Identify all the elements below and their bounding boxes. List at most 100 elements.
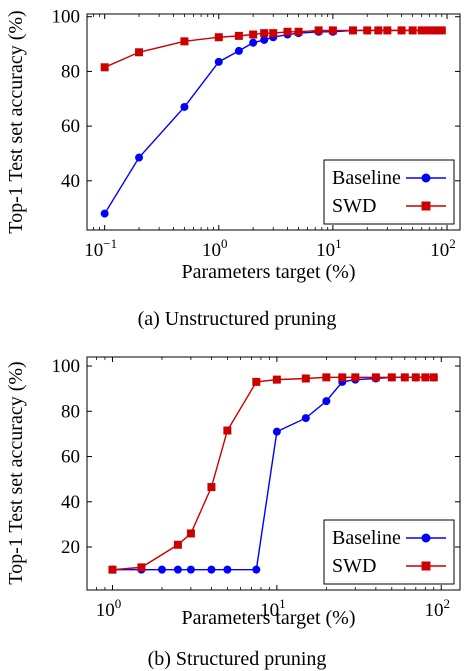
data-point-baseline [252,565,261,574]
x-tick-label: 100 [96,596,122,621]
data-point-swd [363,26,372,35]
data-point-swd [351,373,360,382]
caption-a: (a) Unstructured pruning [137,308,337,330]
x-tick-exponent: 1 [335,236,342,251]
caption-b: (b) Structured pruning [147,648,327,670]
data-point-baseline [173,565,182,574]
data-point-swd [322,373,331,382]
data-point-swd [314,26,323,35]
plot-frame [86,356,461,591]
x-tick-label: 102 [430,236,456,261]
data-point-swd [421,373,430,382]
data-point-swd [301,374,310,383]
data-point-swd [260,29,269,38]
data-point-baseline [260,35,269,44]
data-point-swd [408,26,417,35]
data-point-swd [100,63,109,72]
legend-swatch-marker [421,561,431,571]
data-point-swd [383,26,392,35]
x-tick-label: 101 [260,596,286,621]
data-point-swd [272,375,281,384]
y-tick-label: 80 [61,401,80,422]
x-tick-exponent: 2 [449,236,456,251]
data-point-swd [214,33,223,42]
x-tick-exponent: 2 [444,596,451,611]
legend: Baseline SWD [323,159,455,225]
y-tick-label: 80 [61,61,80,82]
data-point-swd [387,373,396,382]
data-point-baseline [322,397,331,406]
x-tick-exponent: −1 [103,236,117,251]
data-point-swd [371,373,380,382]
data-point-swd [437,26,446,35]
x-tick-label: 101 [316,236,342,261]
data-point-swd [374,26,383,35]
legend-label-swd: SWD [332,555,376,577]
data-point-swd [348,26,357,35]
x-tick-base: 10 [96,600,115,621]
y-tick-label: 20 [61,537,80,558]
y-tick-label: 100 [52,7,81,28]
legend-box [323,159,455,225]
data-point-swd [223,426,232,435]
data-point-swd [108,565,117,574]
data-point-baseline [207,565,216,574]
data-point-baseline [180,102,189,111]
y-axis-label: Top-1 Test set accuracy (%) [5,10,27,233]
data-point-baseline [223,565,232,574]
x-tick-exponent: 0 [115,596,122,611]
data-point-baseline [214,57,223,66]
x-tick-base: 10 [260,600,279,621]
data-point-baseline [135,153,144,162]
data-point-swd [429,373,438,382]
x-tick-label: 102 [425,596,451,621]
data-point-swd [294,27,303,36]
legend-label-swd: SWD [332,195,376,217]
y-tick-label: 60 [61,116,80,137]
data-point-swd [207,483,216,492]
data-point-swd [417,26,426,35]
data-point-swd [252,377,261,386]
legend-label-baseline: Baseline [332,167,401,189]
y-tick-label: 40 [61,171,80,192]
data-point-swd [400,373,409,382]
data-point-baseline [249,38,258,47]
data-point-swd [397,26,406,35]
data-point-baseline [272,427,281,436]
legend-swatch-marker [421,533,431,543]
data-point-swd [135,48,144,57]
data-point-baseline [301,414,310,423]
y-tick-label: 60 [61,447,80,468]
legend-swatch-marker [421,201,431,211]
y-tick-label: 40 [61,492,80,513]
data-point-swd [411,373,420,382]
series-line-swd [104,29,442,68]
x-tick-base: 10 [84,240,103,261]
x-axis-label: Parameters target (%) [182,607,356,629]
data-point-baseline [186,565,195,574]
data-point-baseline [157,565,166,574]
data-point-swd [283,27,292,36]
x-tick-base: 10 [202,240,221,261]
x-tick-base: 10 [316,240,335,261]
y-tick-label: 100 [52,356,81,377]
data-point-baseline [234,46,243,55]
legend: Baseline SWD [323,519,455,585]
x-tick-base: 10 [425,600,444,621]
legend-swatch-marker [421,173,431,183]
data-point-swd [234,31,243,40]
data-point-swd [186,529,195,538]
data-point-swd [425,26,434,35]
x-tick-label: 100 [202,236,228,261]
x-tick-base: 10 [430,240,449,261]
data-point-swd [338,373,347,382]
data-point-swd [328,26,337,35]
x-tick-exponent: 1 [279,596,286,611]
x-tick-exponent: 0 [221,236,228,251]
data-point-swd [180,37,189,46]
data-point-swd [173,540,182,549]
